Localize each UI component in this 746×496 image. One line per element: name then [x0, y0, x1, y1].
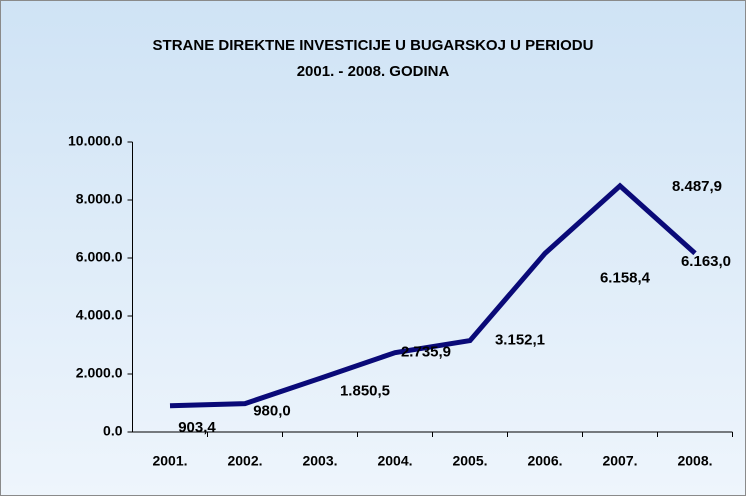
data-line: [169, 182, 697, 409]
data-label: 3.152,1: [495, 332, 545, 349]
data-label: 2.735,9: [401, 344, 451, 361]
y-tick-label: 4.000.0: [76, 307, 123, 323]
y-tick-label: 8.000.0: [76, 191, 123, 207]
data-label: 903,4: [178, 419, 216, 436]
x-tick-label: 2008.: [677, 453, 712, 469]
y-tick-label: 10.000.0: [68, 133, 123, 149]
x-tick-label: 2004.: [377, 453, 412, 469]
x-tick-label: 2005.: [452, 453, 487, 469]
x-tick-label: 2002.: [227, 453, 262, 469]
data-label: 6.158,4: [600, 269, 651, 286]
data-label: 980,0: [253, 403, 291, 420]
data-label: 8.487,9: [672, 178, 722, 195]
x-tick-label: 2006.: [527, 453, 562, 469]
x-tick-label: 2003.: [302, 453, 337, 469]
x-tick-label: 2001.: [152, 453, 187, 469]
y-tick-label: 6.000.0: [76, 249, 123, 265]
data-label: 1.850,5: [340, 382, 390, 399]
y-tick-label: 2.000.0: [76, 365, 123, 381]
data-label: 6.163,0: [681, 253, 731, 270]
x-tick-label: 2007.: [602, 453, 637, 469]
y-tick-label: 0.0: [103, 423, 123, 439]
chart-title: STRANE DIREKTNE INVESTICIJE U BUGARSKOJ …: [153, 37, 594, 54]
chart-title: 2001. - 2008. GODINA: [297, 63, 450, 80]
